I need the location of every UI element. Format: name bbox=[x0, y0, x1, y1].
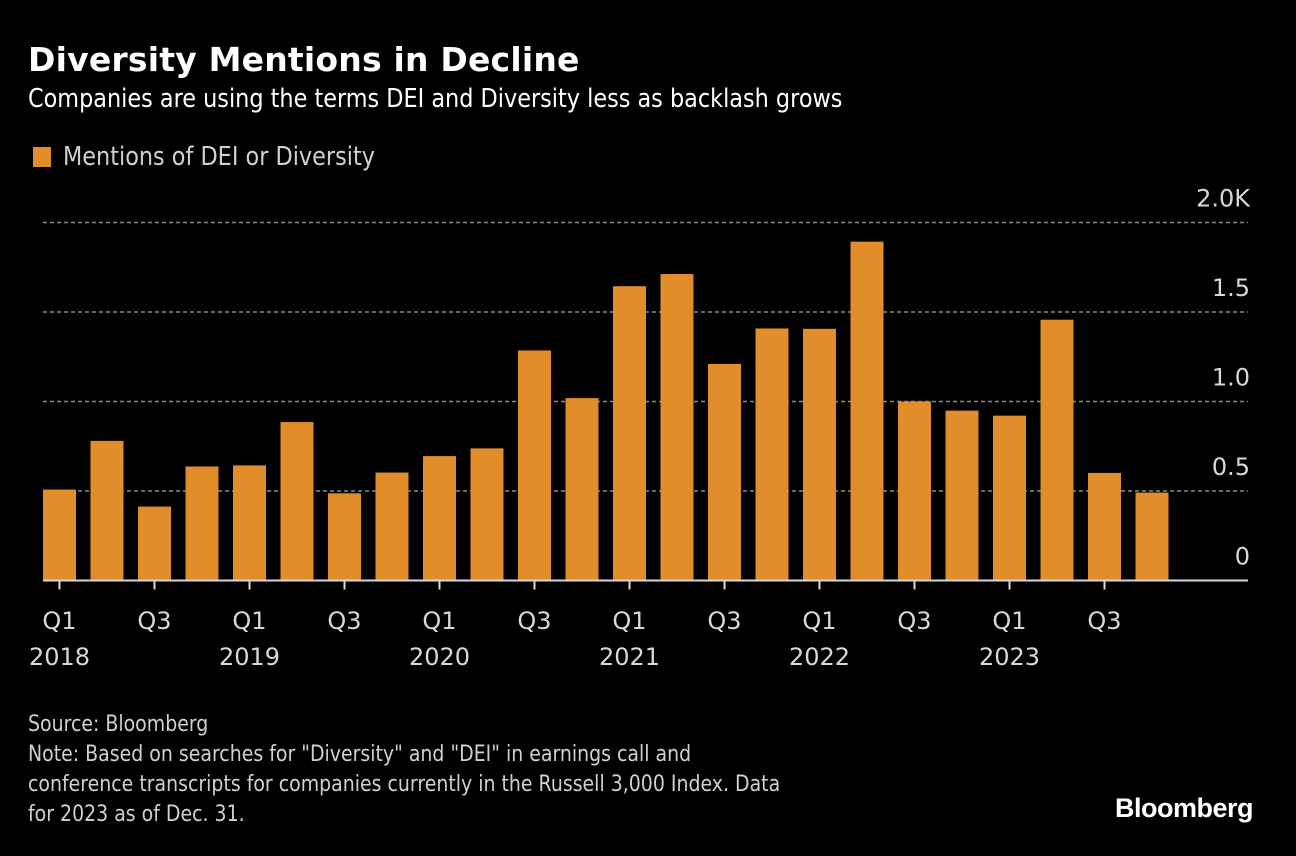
y-tick-label: 2.0K bbox=[1196, 185, 1251, 213]
chart-title: Diversity Mentions in Decline bbox=[28, 40, 580, 79]
bar bbox=[1040, 319, 1074, 581]
bloomberg-logo: Bloomberg bbox=[1115, 793, 1254, 823]
x-tick-label: Q3 bbox=[137, 607, 171, 635]
bars bbox=[43, 241, 1169, 581]
bar bbox=[138, 506, 171, 581]
x-axis bbox=[43, 579, 1248, 590]
x-tick-label: Q1 bbox=[992, 607, 1026, 635]
bar bbox=[233, 465, 266, 581]
bar bbox=[755, 328, 789, 581]
x-tick-label: Q1 bbox=[612, 607, 646, 635]
note-line: Note: Based on searches for "Diversity" … bbox=[28, 742, 692, 767]
bar bbox=[660, 274, 694, 581]
y-tick-label: 1.0 bbox=[1212, 364, 1250, 392]
bar bbox=[1088, 472, 1121, 581]
x-tick-year-label: 2019 bbox=[219, 643, 280, 671]
x-tick-year-label: 2020 bbox=[409, 643, 470, 671]
x-tick-label: Q3 bbox=[707, 607, 741, 635]
footer-notes: Source: Bloomberg Note: Based on searche… bbox=[28, 710, 780, 830]
bar bbox=[43, 489, 76, 581]
bar bbox=[423, 456, 456, 581]
bar bbox=[90, 440, 124, 581]
bar bbox=[898, 401, 931, 581]
bar bbox=[470, 448, 504, 581]
bar bbox=[803, 328, 836, 581]
y-tick-label: 1.5 bbox=[1212, 274, 1250, 302]
x-tick-year-label: 2022 bbox=[789, 643, 850, 671]
bar bbox=[328, 493, 361, 581]
x-tick-label: Q1 bbox=[232, 607, 266, 635]
bar bbox=[375, 472, 409, 581]
bar bbox=[185, 466, 219, 581]
y-tick-label: 0.5 bbox=[1212, 453, 1250, 481]
bar bbox=[850, 241, 884, 581]
x-tick-year-label: 2018 bbox=[29, 643, 90, 671]
x-axis-labels: Q1 2018 Q3 Q1 2019 Q3 Q1 2020 Q3 Q1 2021 Q3 Q1 2022 Q3… bbox=[29, 607, 1122, 671]
bar bbox=[1135, 492, 1169, 581]
legend: Mentions of DEI or Diversity bbox=[33, 142, 426, 172]
bar bbox=[613, 286, 646, 581]
x-tick-label: Q1 bbox=[802, 607, 836, 635]
bar bbox=[565, 398, 599, 581]
note-line: for 2023 as of Dec. 31. bbox=[28, 802, 245, 827]
x-tick-label: Q3 bbox=[327, 607, 361, 635]
bar bbox=[280, 422, 314, 581]
x-tick-label: Q3 bbox=[517, 607, 551, 635]
y-axis-labels: 0 0.5 1.0 1.5 2.0K bbox=[1196, 185, 1251, 571]
bar bbox=[993, 415, 1026, 581]
square-swatch-icon bbox=[33, 147, 51, 167]
x-tick-label: Q1 bbox=[42, 607, 76, 635]
x-tick-label: Q1 bbox=[422, 607, 456, 635]
x-tick-label: Q3 bbox=[897, 607, 931, 635]
note-line: conference transcripts for companies cur… bbox=[28, 772, 781, 797]
bar bbox=[945, 410, 979, 581]
chart-subtitle: Companies are using the terms DEI and Di… bbox=[28, 84, 843, 114]
x-tick-year-label: 2021 bbox=[599, 643, 660, 671]
source-text: Source: Bloomberg bbox=[28, 712, 209, 737]
x-tick-label: Q3 bbox=[1087, 607, 1121, 635]
y-tick-label: 0 bbox=[1235, 543, 1250, 571]
legend-label: Mentions of DEI or Diversity bbox=[63, 142, 375, 172]
bar bbox=[708, 363, 741, 581]
bar bbox=[518, 350, 551, 581]
x-tick-year-label: 2023 bbox=[979, 643, 1040, 671]
